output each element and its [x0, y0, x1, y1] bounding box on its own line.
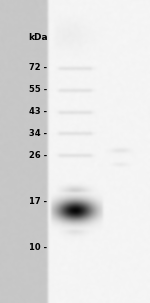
Text: 10 -: 10 -	[29, 244, 47, 252]
Text: 26 -: 26 -	[29, 151, 47, 159]
Text: 55 -: 55 -	[29, 85, 47, 95]
Text: 34 -: 34 -	[29, 128, 47, 138]
Text: 43 -: 43 -	[29, 108, 47, 116]
Text: 72 -: 72 -	[29, 64, 47, 72]
Text: kDa: kDa	[28, 34, 48, 42]
Text: 17 -: 17 -	[29, 198, 47, 207]
